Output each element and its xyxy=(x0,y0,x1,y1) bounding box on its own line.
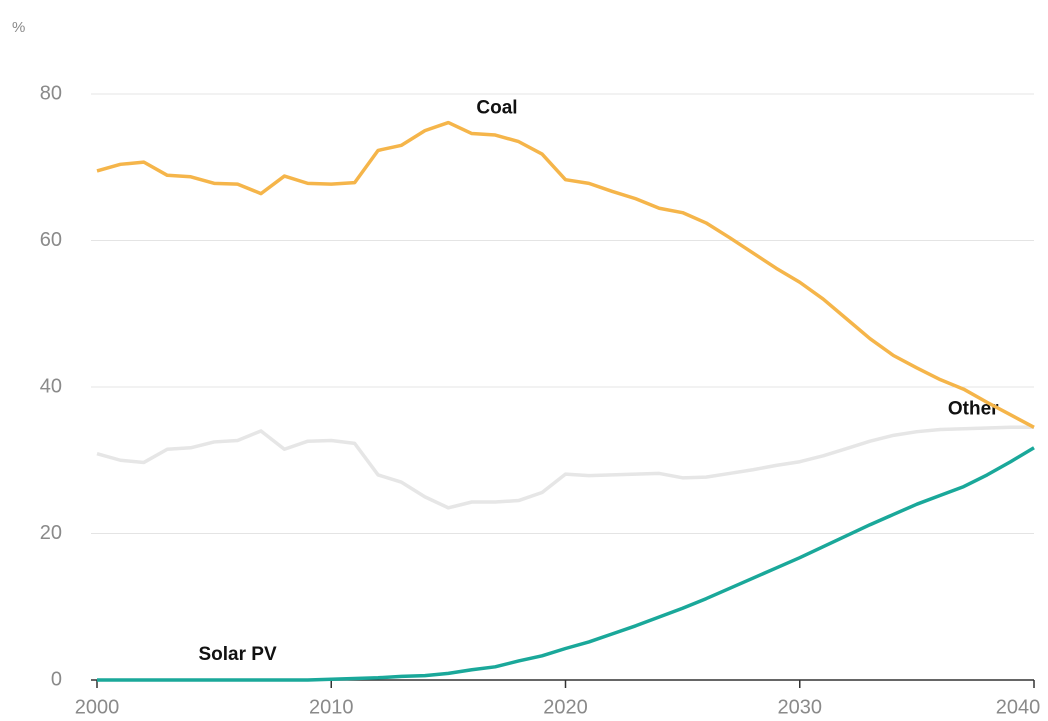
x-tick-label: 2030 xyxy=(778,696,823,718)
series-line xyxy=(96,120,1035,429)
x-tick-label: 2040 xyxy=(996,696,1041,718)
y-tick-label: 0 xyxy=(51,668,62,690)
x-tick-label: 2000 xyxy=(75,696,120,718)
y-tick-label: 80 xyxy=(40,82,62,104)
series-label: Other xyxy=(948,398,999,419)
y-tick-label: 40 xyxy=(40,375,62,397)
y-tick-label: 20 xyxy=(40,522,62,544)
y-tick-label: 60 xyxy=(40,229,62,251)
series-label: Coal xyxy=(476,98,517,119)
series-line xyxy=(97,446,1035,682)
series-label: Solar PV xyxy=(198,644,276,665)
y-axis-label: % xyxy=(12,19,25,36)
series-line xyxy=(96,425,1034,510)
x-tick-label: 2020 xyxy=(543,696,588,718)
x-tick-label: 2010 xyxy=(309,696,354,718)
